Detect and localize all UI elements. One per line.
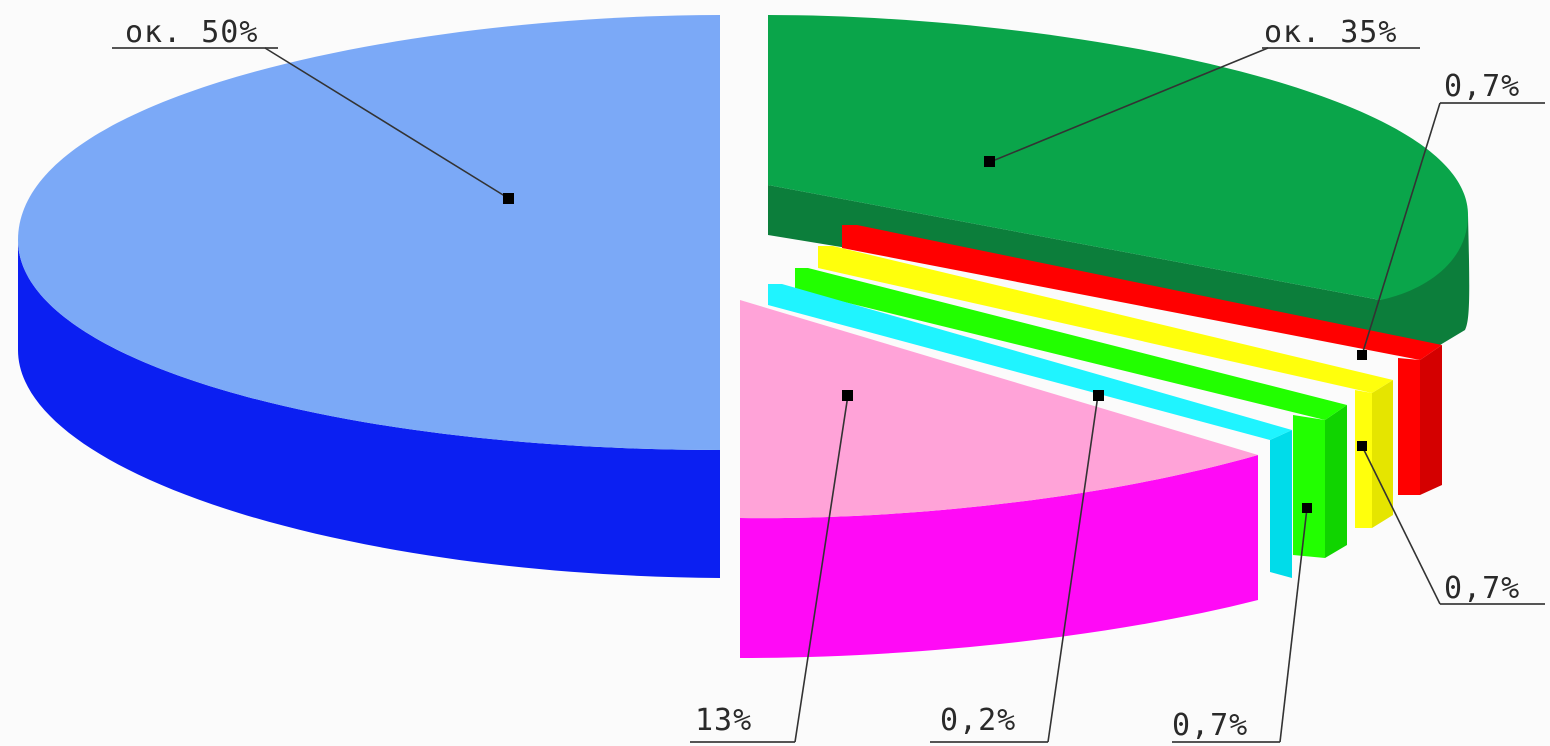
dot-green xyxy=(984,156,995,167)
slice-cyan-side xyxy=(1270,430,1292,578)
slice-blue xyxy=(18,15,720,578)
dot-lightgreen xyxy=(1302,503,1312,513)
slice-lightgreen-side xyxy=(1325,405,1347,558)
data-label-cyan: 0,2% xyxy=(940,703,1016,738)
data-label-red: 0,7% xyxy=(1444,69,1520,104)
dot-yellow xyxy=(1357,441,1367,451)
slice-yellow-front xyxy=(1355,390,1372,528)
dot-red xyxy=(1357,350,1367,360)
slice-red-side xyxy=(1420,345,1442,495)
slice-red-front xyxy=(1398,358,1420,495)
slice-lightgreen-front xyxy=(1293,415,1325,558)
data-label-blue: ок. 50% xyxy=(125,15,258,50)
data-label-pink: 13% xyxy=(695,703,752,738)
slice-yellow-side xyxy=(1372,380,1393,528)
dot-blue xyxy=(503,193,514,204)
dot-pink xyxy=(842,390,853,401)
data-label-yellow: 0,7% xyxy=(1444,571,1520,606)
data-label-lightgreen: 0,7% xyxy=(1172,708,1248,743)
dot-cyan xyxy=(1093,390,1104,401)
data-label-green: ок. 35% xyxy=(1264,15,1397,50)
